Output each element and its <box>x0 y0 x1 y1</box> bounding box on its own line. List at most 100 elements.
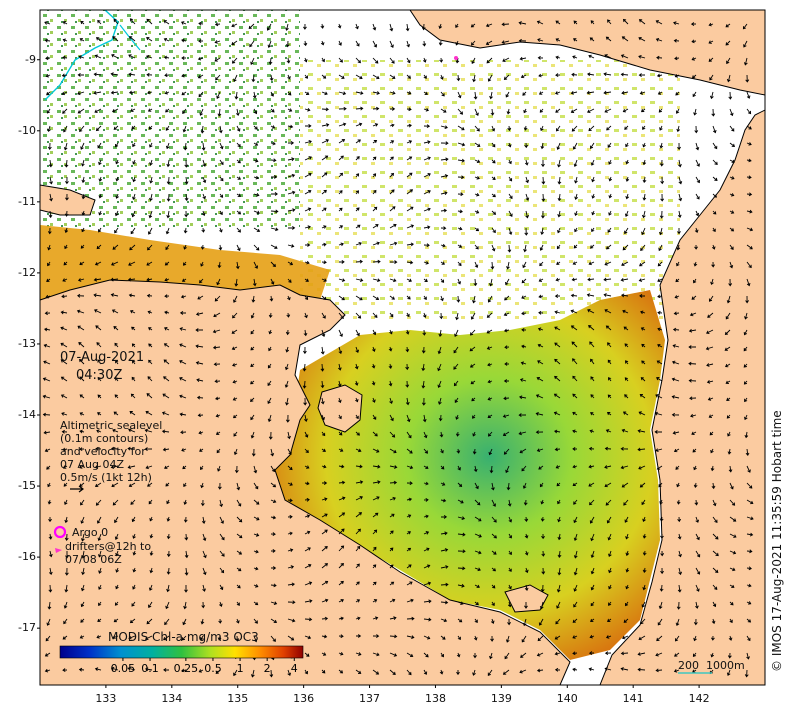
velocity-arrow <box>742 23 748 30</box>
velocity-arrow <box>654 430 663 434</box>
velocity-arrow <box>164 310 170 315</box>
velocity-arrow <box>746 91 751 99</box>
velocity-arrow <box>182 465 187 470</box>
velocity-arrow <box>60 376 68 382</box>
velocity-arrow <box>508 533 513 539</box>
velocity-arrow <box>219 516 224 524</box>
velocity-arrow <box>372 346 376 352</box>
velocity-arrow <box>624 394 629 399</box>
velocity-arrow <box>388 363 393 369</box>
velocity-arrow <box>746 601 752 605</box>
velocity-arrow <box>166 176 171 185</box>
velocity-arrow <box>656 377 663 382</box>
velocity-arrow <box>355 295 363 301</box>
velocity-arrow <box>572 55 578 59</box>
velocity-arrow <box>198 39 204 43</box>
velocity-arrow <box>321 107 329 112</box>
velocity-arrow <box>114 533 119 540</box>
velocity-arrow <box>183 482 187 488</box>
velocity-arrow <box>605 325 612 331</box>
velocity-arrow <box>127 465 136 470</box>
velocity-arrow <box>590 142 595 149</box>
colorbar-tick-label: 0.25 <box>174 662 199 675</box>
velocity-arrow <box>588 651 595 655</box>
velocity-arrow <box>488 448 493 456</box>
velocity-arrow <box>657 343 663 348</box>
velocity-arrow <box>508 159 512 165</box>
chl-patches-north <box>300 60 680 320</box>
velocity-arrow <box>608 567 612 574</box>
velocity-arrow <box>491 125 496 132</box>
velocity-arrow <box>474 125 480 132</box>
velocity-arrow <box>421 363 426 372</box>
velocity-arrow <box>608 377 612 382</box>
velocity-arrow <box>321 74 327 79</box>
velocity-arrow <box>146 18 153 25</box>
velocity-arrow <box>625 176 630 182</box>
velocity-arrow <box>573 601 578 608</box>
velocity-arrow <box>540 125 544 132</box>
velocity-arrow <box>338 464 345 469</box>
velocity-arrow <box>338 242 344 247</box>
velocity-arrow <box>43 430 51 435</box>
velocity-arrow <box>212 329 221 334</box>
velocity-arrow <box>372 295 380 301</box>
velocity-arrow <box>46 108 51 114</box>
velocity-arrow <box>214 57 221 62</box>
velocity-arrow <box>620 54 629 59</box>
velocity-legend-line: (0.1m contours) <box>60 432 149 445</box>
velocity-arrow <box>165 227 170 235</box>
velocity-arrow <box>746 583 752 588</box>
velocity-arrow <box>472 74 476 83</box>
velocity-arrow <box>608 601 612 606</box>
velocity-arrow <box>504 362 509 366</box>
velocity-arrow <box>62 38 68 43</box>
velocity-arrow <box>128 261 136 266</box>
velocity-arrow <box>164 294 170 298</box>
velocity-arrow <box>268 346 272 352</box>
velocity-arrow <box>471 57 476 64</box>
velocity-arrow <box>372 57 379 64</box>
velocity-arrow <box>457 583 465 588</box>
velocity-arrow <box>219 176 224 182</box>
velocity-arrow <box>641 343 646 348</box>
velocity-arrow <box>321 448 326 452</box>
velocity-arrow <box>304 91 310 95</box>
velocity-arrow <box>64 516 69 524</box>
velocity-arrow <box>676 244 681 251</box>
velocity-arrow <box>146 618 153 625</box>
velocity-arrow <box>287 244 295 248</box>
velocity-arrow <box>48 567 53 576</box>
velocity-arrow <box>572 358 578 365</box>
velocity-arrow <box>48 550 53 558</box>
velocity-arrow <box>219 193 224 198</box>
velocity-arrow <box>253 108 258 115</box>
velocity-arrow <box>474 108 479 117</box>
velocity-arrow <box>586 90 595 95</box>
velocity-arrow <box>338 329 343 337</box>
velocity-arrow <box>474 516 482 522</box>
velocity-arrow <box>338 40 342 46</box>
velocity-arrow <box>338 528 345 535</box>
velocity-arrow <box>234 91 239 100</box>
velocity-arrow <box>195 312 204 316</box>
velocity-arrow <box>321 260 327 265</box>
velocity-arrow <box>372 634 380 638</box>
velocity-arrow <box>694 244 698 250</box>
velocity-arrow <box>287 465 293 471</box>
velocity-arrow <box>423 531 430 535</box>
velocity-arrow <box>202 584 206 592</box>
velocity-arrow <box>267 363 272 369</box>
velocity-arrow <box>183 261 187 266</box>
velocity-arrow <box>406 260 414 265</box>
velocity-arrow <box>304 207 312 212</box>
velocity-arrow <box>623 499 629 506</box>
velocity-arrow <box>423 547 430 552</box>
velocity-arrow <box>603 277 612 282</box>
velocity-arrow <box>521 311 527 316</box>
velocity-arrow <box>320 380 325 389</box>
velocity-arrow <box>270 227 279 232</box>
velocity-arrow <box>491 550 497 555</box>
velocity-arrow <box>406 581 413 586</box>
velocity-arrow <box>286 57 291 64</box>
